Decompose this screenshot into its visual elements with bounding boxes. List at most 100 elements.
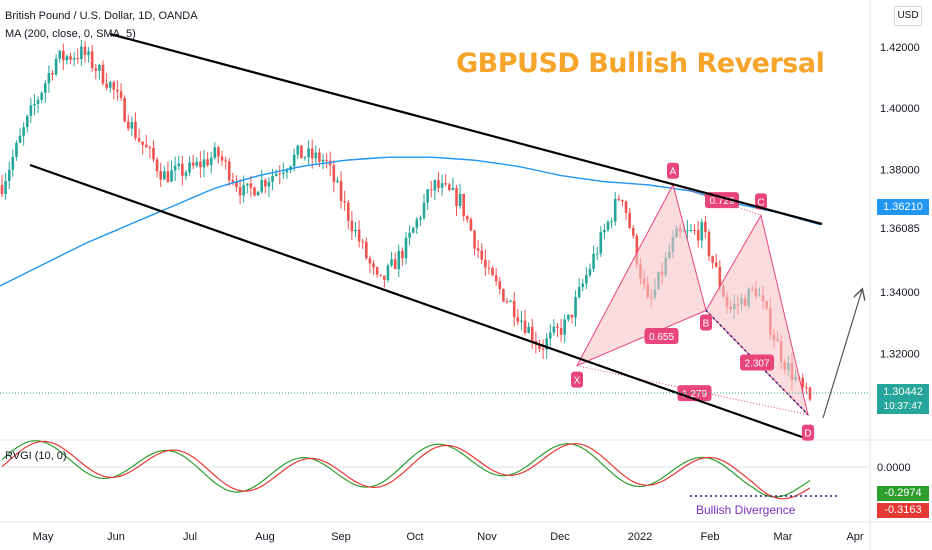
pattern-point-label: C [757,197,764,208]
pattern-triangle-xab[interactable] [575,183,707,367]
candle-body [411,227,415,233]
ma-legend[interactable]: MA (200, close, 0, SMA, 5) [5,28,136,40]
candle-body [94,68,98,71]
candle-body [195,161,199,166]
ratio-line-xd [576,365,809,416]
price-tick-label: 1.36085 [880,223,920,235]
candle-body [422,202,426,218]
candle-body [624,201,628,213]
candle-body [397,250,401,270]
rvgi-red-tag: -0.3163 [877,503,929,518]
channel-lower-line[interactable] [29,163,803,439]
candle-body [570,314,574,318]
divergence-label: Bullish Divergence [696,503,796,517]
candle-body [523,320,527,334]
pattern-point-badge[interactable] [571,371,583,388]
candle-body [235,182,238,188]
candle-body [0,184,4,194]
candle-body [163,171,166,180]
candle-body [271,176,274,182]
pattern-ratio-badge[interactable] [644,328,679,345]
candle-body [357,229,361,242]
symbol-legend[interactable]: British Pound / U.S. Dollar, 1D, OANDA [5,10,198,22]
time-axis[interactable]: May Jun Jul Aug Sep Oct Nov Dec 2022 Feb Mar Apr [33,531,864,543]
candle-body [386,265,390,280]
candle-body [303,157,307,159]
candle-body [574,297,577,318]
candle-body [527,326,530,334]
candle-body [181,163,184,176]
time-tick-label: Jun [107,531,125,543]
candle-body [581,283,585,288]
price-tick-label: 1.42000 [880,42,920,54]
candle-body [631,228,635,236]
candle-body [4,181,7,194]
candle-body [462,193,466,217]
currency-button[interactable]: USD [894,6,922,26]
candle-body [296,145,300,155]
candle-body [166,171,170,182]
candle-body [209,157,213,166]
candle-body [476,248,480,251]
candle-body [714,262,718,267]
channel-upper-line[interactable] [109,32,823,226]
pattern-point-badge[interactable] [700,314,712,331]
candle-body [47,73,51,84]
candle-body [808,387,812,400]
candle-body [191,162,195,166]
candle-body [585,275,588,284]
candle-body [249,183,253,188]
candle-body [343,201,346,203]
xabcd-harmonic-pattern[interactable]: X A B C D 0.655 0.729 2.307 1.279 [571,162,814,441]
price-tick-label: 1.38000 [880,164,920,176]
ratio-line-ac [672,184,762,216]
pattern-point-label: X [574,376,581,387]
candle-body [433,180,437,191]
candle-body [152,147,155,160]
rvgi-main-line [1,440,811,498]
candle-body [321,159,325,162]
candle-body [199,161,202,168]
ratio-line-bd [705,309,809,416]
candle-body [559,327,563,335]
pattern-point-badge[interactable] [667,162,679,179]
projection-arrow[interactable] [822,290,862,419]
candle-body [426,189,429,203]
candle-body [390,259,393,266]
candle-body [285,170,289,173]
candle-body [502,289,505,302]
candle-body [548,332,552,339]
pattern-point-label: B [703,318,710,329]
pattern-ratio-badge[interactable] [740,354,774,371]
rvgi-axis-tick: 0.0000 [877,462,911,474]
candle-body [707,231,711,257]
candle-body [54,58,58,75]
price-tick-label: 1.34000 [880,287,920,299]
candle-body [123,97,126,122]
candle-body [29,105,33,116]
price-axis[interactable]: 1.42000 1.40000 1.38000 1.36085 1.34000 1.320… [880,42,920,361]
pattern-point-badge[interactable] [755,193,767,210]
rvgi-legend[interactable]: RVGI (10, 0) [5,450,67,462]
candle-body [7,169,11,182]
candle-body [155,159,159,172]
candle-body [83,46,87,56]
candle-body [274,173,278,177]
candle-body [484,259,487,268]
candle-body [148,147,152,149]
candle-body [711,256,714,263]
candle-body [278,173,282,175]
candle-body [11,156,15,170]
rvgi-signal-line [1,440,811,500]
candle-body [62,50,65,61]
candle-body [144,144,148,148]
candle-body [393,259,397,270]
candle-body [267,181,271,187]
time-tick-label: Feb [701,531,720,543]
candle-body [224,160,227,162]
candle-body [552,326,556,333]
candle-body [43,83,47,93]
candle-body [530,326,534,341]
pattern-point-badge[interactable] [802,424,814,441]
